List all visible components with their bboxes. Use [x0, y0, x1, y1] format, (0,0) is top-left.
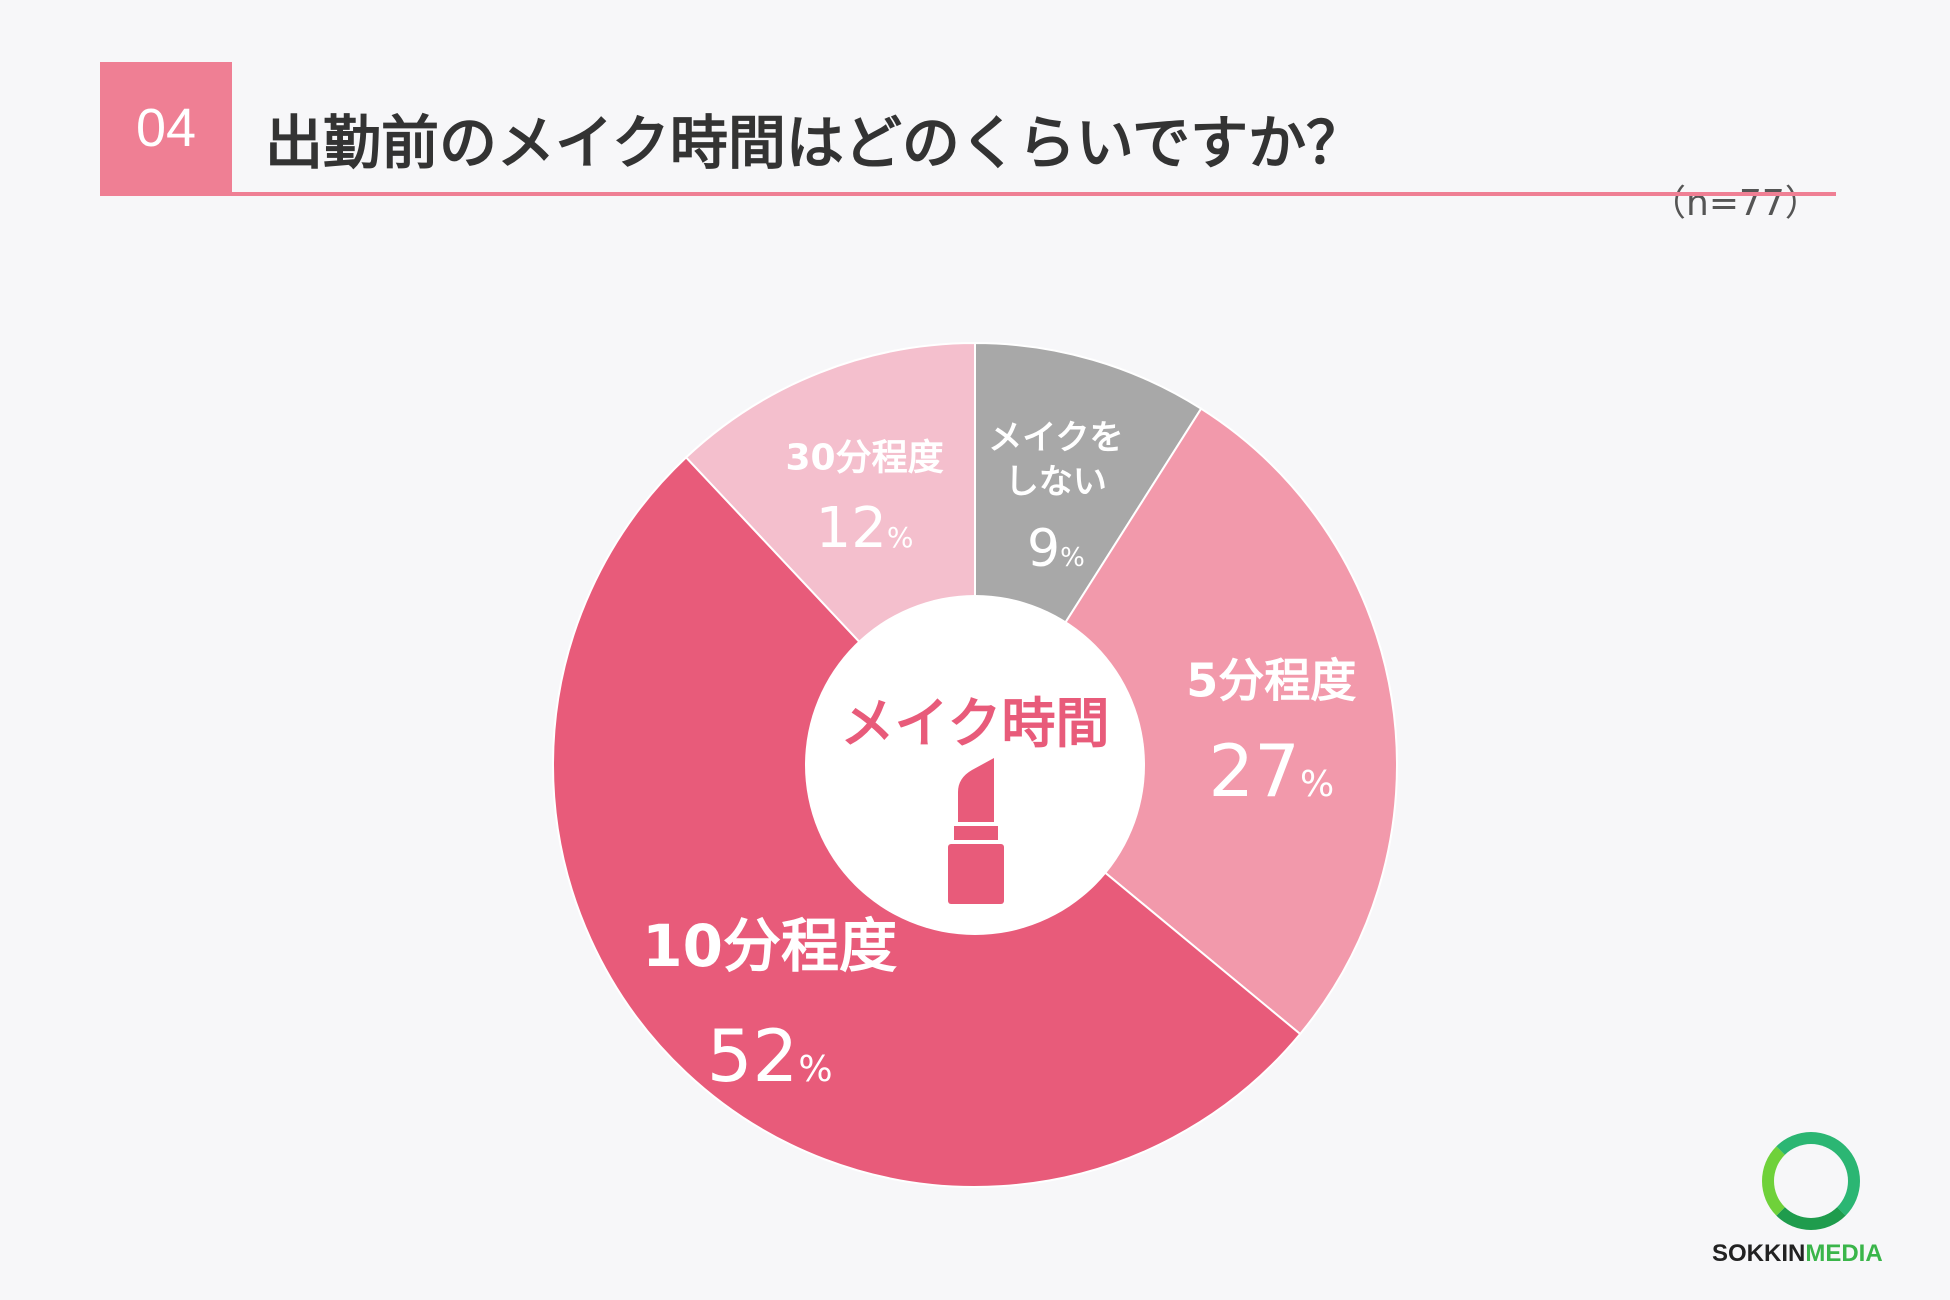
slice-label-1-line-1: メイクを [988, 418, 1123, 458]
center-label: メイク時間 [841, 692, 1110, 755]
slice-value-1: 9% [1027, 519, 1085, 579]
donut-hole [805, 595, 1145, 935]
logo-brand-media: MEDIA [1805, 1240, 1883, 1267]
sample-size: （n=77） [1650, 183, 1821, 224]
header-underline [100, 192, 1836, 196]
slice-label-2: 5分程度 [1186, 653, 1356, 707]
logo-brand: SOKKIN [1712, 1240, 1806, 1267]
logo-ring-icon [1762, 1132, 1860, 1230]
sokkin-media-logo: SOKKINMEDIA [1712, 1130, 1912, 1270]
chart-title: 出勤前のメイク時間はどのくらいですか？ [265, 109, 1365, 177]
slice-value-4: 12% [816, 496, 914, 561]
slice-value-2: 27% [1208, 729, 1334, 813]
slice-value-3: 52% [707, 1014, 833, 1098]
chart-header: 04 出勤前のメイク時間はどのくらいですか？ （n=77） [100, 62, 1836, 224]
lipstick-icon [948, 758, 1004, 904]
slice-label-1-line-2: しない [1005, 462, 1107, 502]
slice-label-4: 30分程度 [786, 437, 944, 478]
slice-label-3: 10分程度 [642, 912, 897, 980]
slice-2 [973, 407, 1398, 1036]
question-number-badge: 04 [100, 62, 232, 194]
